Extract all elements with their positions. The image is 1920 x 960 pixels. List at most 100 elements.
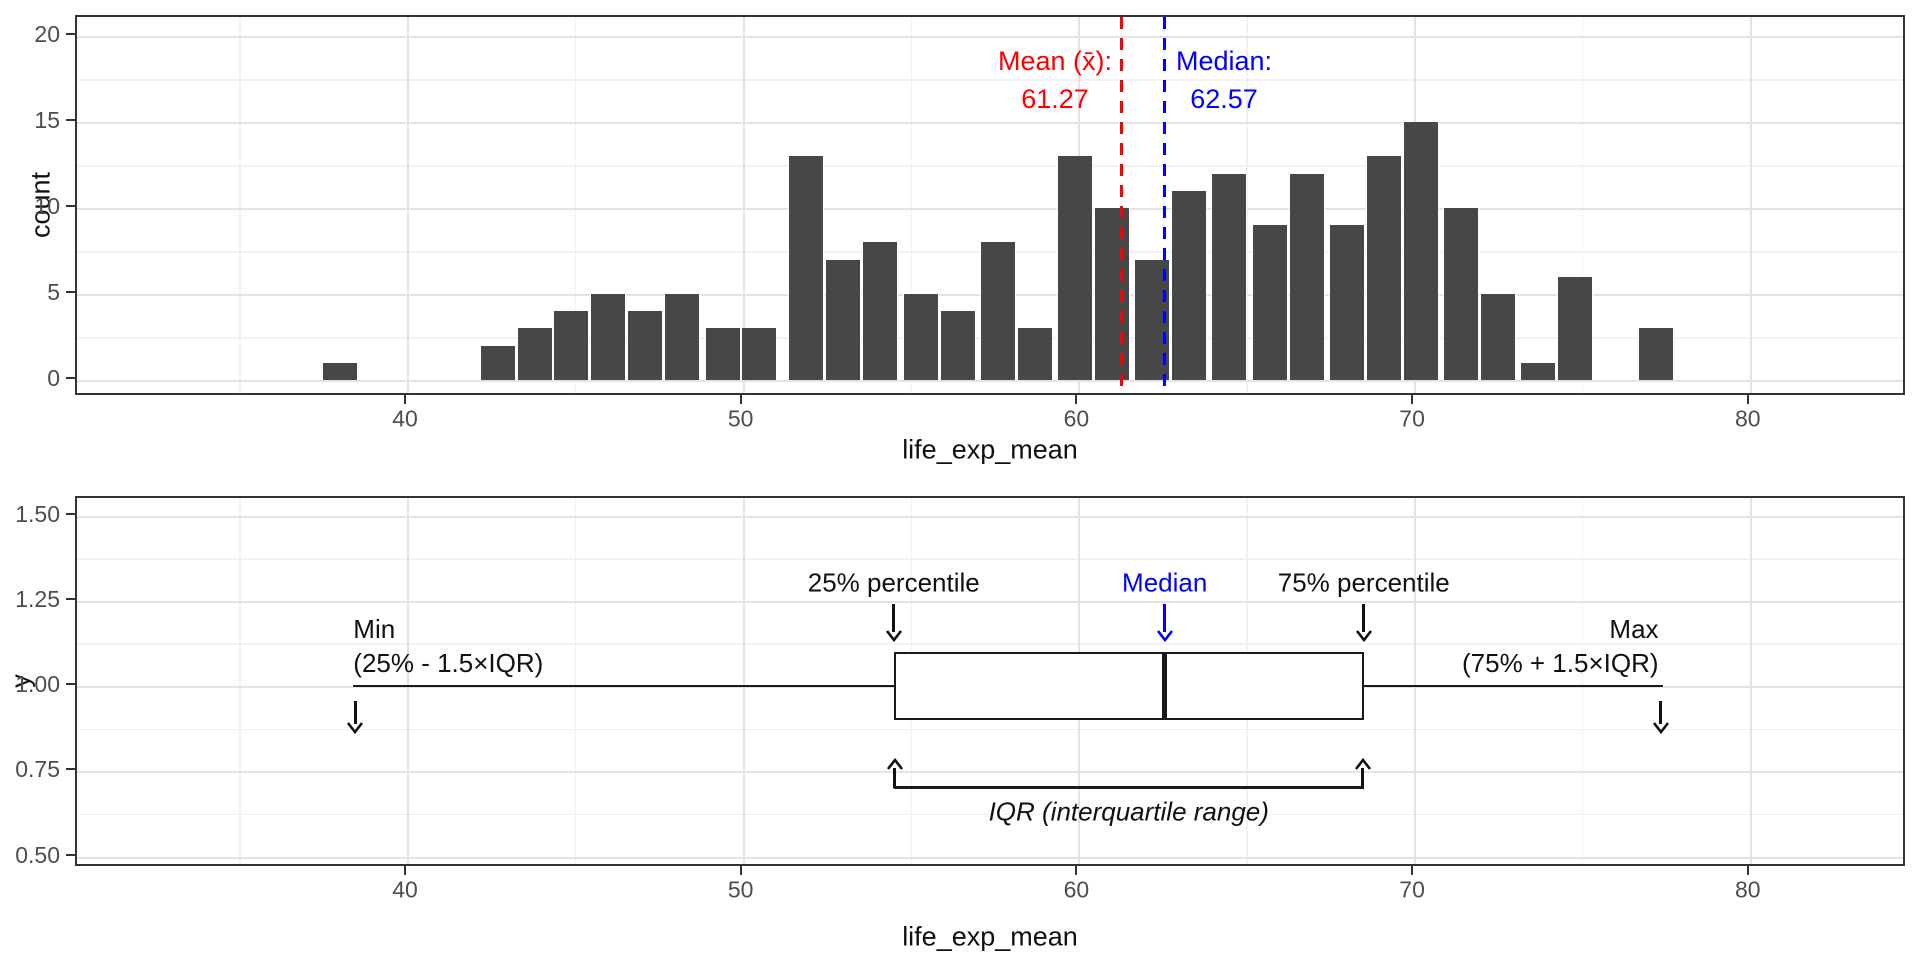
max-label-line1: Max [1609,614,1659,644]
histogram-bar [862,242,899,380]
gridline-major [77,856,1903,859]
histogram-bar [479,345,516,380]
y-axis-tick-mark [66,853,75,856]
median-annotation-value: 62.57 [1190,84,1258,114]
arrowhead [347,722,364,735]
gridline-major [77,122,1903,124]
gridline-major [1414,498,1417,864]
gridline-major [77,515,1903,518]
y-axis-tick-mark [66,768,75,771]
arrowhead [1355,630,1372,643]
arrow-stem [1659,701,1662,724]
gridline-minor [239,17,241,393]
x-axis-tick-mark [1746,395,1749,404]
x-axis-tick-mark [1411,395,1414,404]
histogram-bar [788,156,825,380]
histogram-bar [590,294,627,380]
y-axis-tick-mark [66,33,75,35]
min-label: Min (25% - 1.5×IQR) [353,612,543,680]
y-axis-tick-mark [66,512,75,515]
histogram-bar [1365,156,1402,380]
gridline-major [1749,498,1752,864]
y-axis-tick-mark [66,683,75,685]
x-axis-tick-mark [1075,866,1078,875]
max-label-line2: (75% + 1.5×IQR) [1461,648,1659,678]
y-axis-tick-label: 15 [34,107,60,133]
y-axis-tick-label: 0 [47,365,60,391]
y-axis-tick-label: 20 [34,21,60,47]
gridline-major [77,36,1903,38]
gridline-minor [1581,498,1584,864]
arrow-stem [353,701,357,724]
arrowhead [1652,722,1669,735]
arrowhead [1354,757,1371,770]
iqr-label: IQR (interquartile range) [988,796,1269,827]
x-axis-tick-label: 60 [1063,876,1090,903]
gridline-minor [574,17,577,393]
gridline-minor [239,498,241,864]
gridline-minor [77,558,1903,560]
y-axis-tick-mark [66,377,75,379]
histogram-bar [553,311,590,380]
y-axis-tick-label: 1.50 [15,500,60,527]
histogram-bar [1637,328,1674,380]
gridline-minor [77,79,1903,81]
histogram-bar [939,311,976,380]
gridline-major [77,208,1903,210]
x-axis-tick-label: 80 [1735,876,1761,903]
histogram-bar [1443,208,1480,380]
y-axis-tick-label: 1.00 [15,671,60,697]
y-axis-tick-label: 5 [47,279,60,305]
gridline-minor [77,813,1903,816]
histogram-bar [1093,208,1130,380]
q3-percentile-label: 75% percentile [1277,567,1450,598]
histogram-bar [1557,276,1594,380]
histogram-bar [902,294,939,380]
arrowhead [885,630,902,643]
x-axis-tick-mark [739,866,742,875]
arrow-stem [892,604,896,632]
y-axis-tick-label: 0.75 [15,756,60,783]
y-axis-tick-label: 0.50 [15,841,60,868]
histogram-bar [1402,122,1439,380]
gridline-minor [77,165,1903,167]
min-label-line1: Min [353,614,396,644]
y-axis-tick-mark [66,119,75,121]
mean-annotation: Mean (x̄): 61.27 [998,42,1112,118]
box-rect [893,651,1364,721]
histogram-x-axis-title: life_exp_mean [902,434,1078,465]
gridline-major [407,498,409,864]
median-annotation: Median: 62.57 [1176,42,1272,118]
x-axis-tick-label: 50 [727,876,754,903]
arrow-stem [1362,604,1366,632]
histogram-panel [75,15,1905,395]
x-axis-tick-label: 50 [727,405,754,432]
gridline-major [742,498,745,864]
histogram-bar [1328,225,1365,380]
histogram-bar [1480,294,1517,380]
histogram-bar [1288,173,1325,380]
box-median-line [1162,651,1167,721]
gridline-minor [910,17,913,393]
q1-percentile-label: 25% percentile [807,567,980,598]
arrowhead [886,757,903,770]
boxplot-x-axis-title: life_exp_mean [902,921,1078,952]
x-axis-tick-mark [404,395,406,404]
histogram-bar [704,328,741,380]
histogram-bar [627,311,664,380]
x-axis-tick-label: 70 [1399,876,1425,903]
x-axis-tick-mark [1075,395,1078,404]
y-axis-tick-mark [66,597,75,600]
gridline-major [742,17,745,393]
gridline-minor [77,643,1903,645]
x-axis-tick-label: 60 [1063,405,1090,432]
x-axis-tick-mark [739,395,742,404]
arrow-stem [1361,768,1365,788]
histogram-bar [979,242,1016,380]
mean-annotation-value: 61.27 [1021,84,1089,114]
arrow-stem [1163,604,1166,632]
mean-dashed-line [1119,17,1123,393]
x-axis-tick-label: 40 [392,876,418,903]
x-axis-tick-label: 70 [1399,405,1425,432]
